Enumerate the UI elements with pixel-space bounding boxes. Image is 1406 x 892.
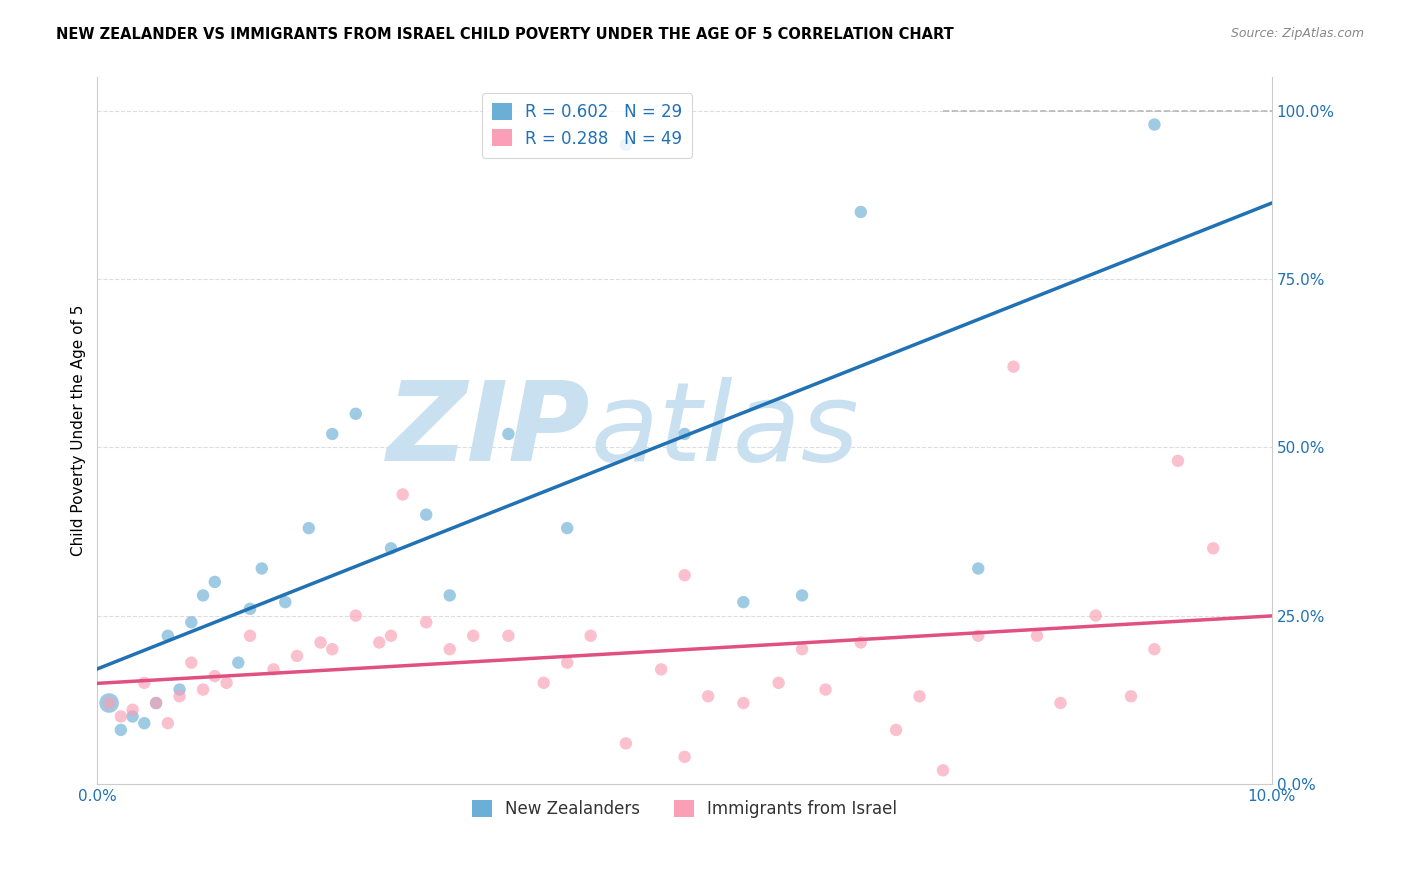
Point: [145, 696, 167, 710]
Point: [673, 426, 696, 441]
Text: atlas: atlas: [591, 377, 859, 484]
Point: [533, 676, 555, 690]
Point: [908, 690, 931, 704]
Point: [391, 487, 413, 501]
Point: [191, 682, 214, 697]
Point: [1143, 118, 1166, 132]
Y-axis label: Child Poverty Under the Age of 5: Child Poverty Under the Age of 5: [72, 305, 86, 557]
Point: [239, 602, 262, 616]
Point: [309, 635, 332, 649]
Point: [790, 642, 813, 657]
Point: [579, 629, 602, 643]
Point: [1002, 359, 1025, 374]
Point: [1084, 608, 1107, 623]
Point: [614, 137, 637, 152]
Point: [239, 629, 262, 643]
Point: [298, 521, 321, 535]
Point: [555, 521, 578, 535]
Point: [110, 709, 132, 723]
Point: [884, 723, 907, 737]
Point: [204, 669, 226, 683]
Point: [344, 608, 367, 623]
Point: [932, 764, 955, 778]
Point: [673, 749, 696, 764]
Point: [263, 662, 285, 676]
Point: [169, 690, 191, 704]
Point: [180, 656, 202, 670]
Point: [134, 716, 156, 731]
Point: [849, 635, 872, 649]
Point: [156, 716, 179, 731]
Point: [849, 205, 872, 219]
Point: [215, 676, 238, 690]
Point: [614, 736, 637, 750]
Point: [1202, 541, 1225, 556]
Legend: New Zealanders, Immigrants from Israel: New Zealanders, Immigrants from Israel: [465, 793, 904, 825]
Point: [814, 682, 837, 697]
Point: [439, 642, 461, 657]
Point: [1026, 629, 1049, 643]
Point: [733, 595, 755, 609]
Point: [1167, 454, 1189, 468]
Point: [380, 629, 402, 643]
Point: [204, 574, 226, 589]
Point: [1049, 696, 1071, 710]
Point: [380, 541, 402, 556]
Point: [733, 696, 755, 710]
Point: [498, 629, 520, 643]
Text: NEW ZEALANDER VS IMMIGRANTS FROM ISRAEL CHILD POVERTY UNDER THE AGE OF 5 CORRELA: NEW ZEALANDER VS IMMIGRANTS FROM ISRAEL …: [56, 27, 955, 42]
Point: [650, 662, 672, 676]
Point: [697, 690, 720, 704]
Point: [498, 426, 520, 441]
Point: [673, 568, 696, 582]
Point: [180, 615, 202, 630]
Point: [134, 676, 156, 690]
Point: [274, 595, 297, 609]
Point: [285, 648, 308, 663]
Text: ZIP: ZIP: [387, 377, 591, 484]
Point: [967, 561, 990, 575]
Point: [321, 642, 343, 657]
Point: [768, 676, 790, 690]
Point: [344, 407, 367, 421]
Point: [321, 426, 343, 441]
Point: [439, 588, 461, 602]
Point: [463, 629, 485, 643]
Point: [98, 696, 121, 710]
Point: [967, 629, 990, 643]
Point: [156, 629, 179, 643]
Point: [121, 703, 143, 717]
Point: [121, 709, 143, 723]
Point: [415, 508, 437, 522]
Point: [250, 561, 273, 575]
Point: [368, 635, 391, 649]
Point: [555, 656, 578, 670]
Text: Source: ZipAtlas.com: Source: ZipAtlas.com: [1230, 27, 1364, 40]
Point: [1119, 690, 1142, 704]
Point: [191, 588, 214, 602]
Point: [415, 615, 437, 630]
Point: [1143, 642, 1166, 657]
Point: [169, 682, 191, 697]
Point: [110, 723, 132, 737]
Point: [145, 696, 167, 710]
Point: [226, 656, 249, 670]
Point: [98, 696, 121, 710]
Point: [790, 588, 813, 602]
